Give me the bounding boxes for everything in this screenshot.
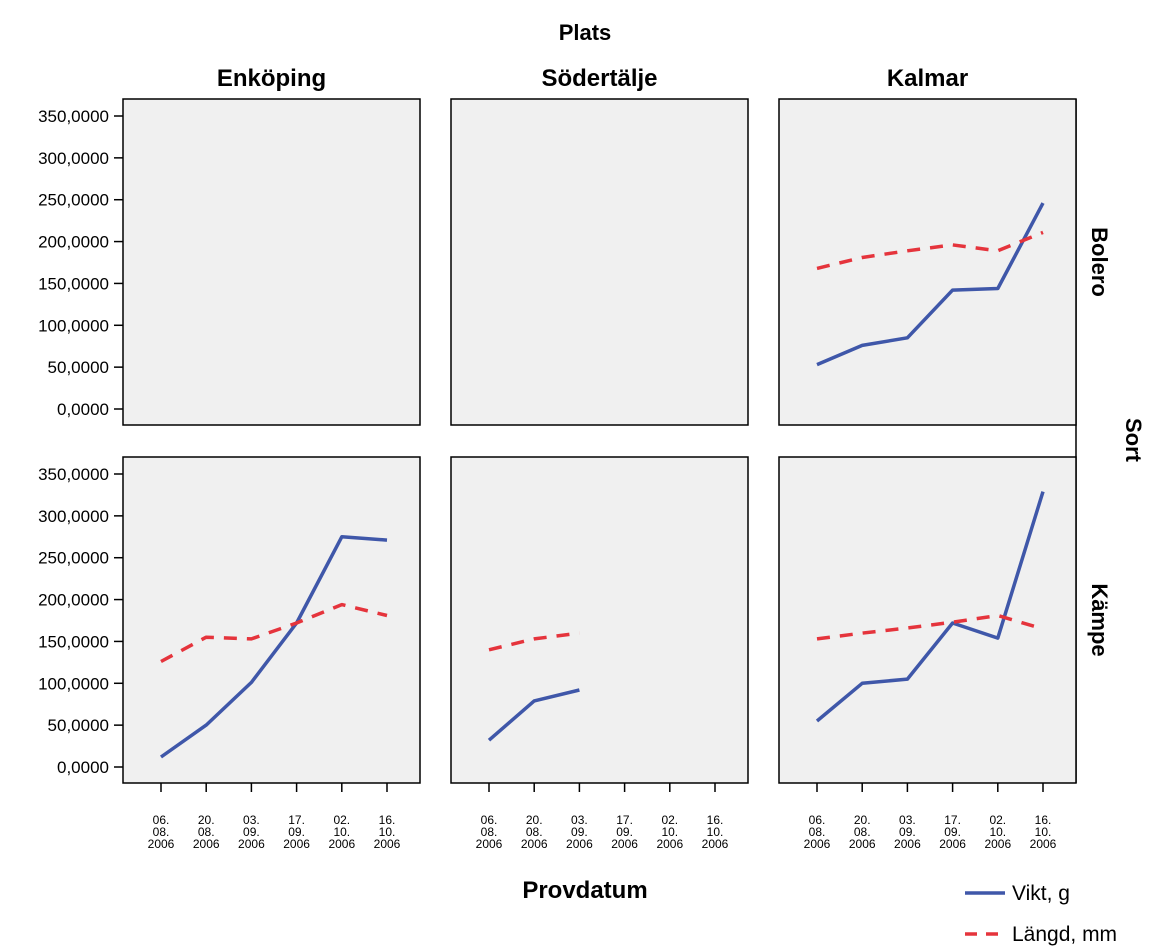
series-line-langd-kampe-enkoping [160,602,388,664]
column-header-enkoping: Enköping [217,65,326,92]
x-tick-label: 17. [288,813,305,827]
x-tick-label: 02. [333,813,350,827]
y-tick-label: 0,0000 [57,758,109,777]
facet-row-title: Sort [1121,418,1146,463]
x-tick-label: 2006 [804,837,831,851]
series-line-langd-bolero-kalmar [816,230,1044,271]
x-tick-label: 09. [899,825,916,839]
legend-label-langd: Längd, mm [1012,923,1117,946]
y-tick-label: 250,0000 [38,549,109,568]
column-header-sodertalje: Södertälje [541,65,657,92]
legend-label-vikt: Vikt, g [1012,882,1070,905]
x-tick-label: 20. [526,813,543,827]
x-tick-label: 2006 [193,837,220,851]
panel-bolero-sodertalje [450,98,749,426]
legend: Vikt, g Längd, mm [965,882,1117,946]
x-tick-label: 06. [481,813,498,827]
x-tick-label: 08. [526,825,543,839]
panel-bolero-kalmar [778,98,1077,426]
y-tick-label: 100,0000 [38,674,109,693]
x-tick-label: 17. [616,813,633,827]
y-tick-label: 50,0000 [48,716,109,735]
x-tick-label: 02. [989,813,1006,827]
x-tick-label: 03. [243,813,260,827]
panel-kampe-enkoping [122,456,421,784]
series-line-vikt-kampe-sodertalje [487,688,580,742]
x-tick-label: 08. [481,825,498,839]
row-header-kampe: Kämpe [1087,583,1112,656]
y-tick-label: 100,0000 [38,316,109,335]
y-tick-label: 250,0000 [38,191,109,210]
x-tick-label: 2006 [238,837,265,851]
y-tick-label: 350,0000 [38,107,109,126]
x-tick-label: 2006 [566,837,593,851]
x-tick-label: 2006 [374,837,401,851]
y-tick-label: 300,0000 [38,507,109,526]
y-tick-label: 200,0000 [38,233,109,252]
x-tick-label: 03. [899,813,916,827]
panel-grid: Enköping Södertälje Kalmar Bolero Kämpe 0,000… [38,65,1112,851]
x-tick-label: 16. [1035,813,1052,827]
x-tick-label: 16. [379,813,396,827]
x-tick-label: 08. [198,825,215,839]
x-tick-label: 02. [661,813,678,827]
x-tick-label: 2006 [1030,837,1057,851]
x-tick-label: 06. [153,813,170,827]
x-tick-label: 10. [379,825,396,839]
y-tick-label: 50,0000 [48,358,109,377]
x-tick-label: 2006 [148,837,175,851]
x-tick-label: 09. [243,825,260,839]
x-tick-label: 2006 [611,837,638,851]
x-tick-label: 2006 [849,837,876,851]
x-tick-label: 16. [707,813,724,827]
y-tick-label: 150,0000 [38,274,109,293]
x-tick-label: 20. [198,813,215,827]
x-tick-label: 2006 [702,837,729,851]
x-tick-label: 17. [944,813,961,827]
x-tick-label: 03. [571,813,588,827]
x-tick-label: 08. [854,825,871,839]
x-tick-label: 09. [944,825,961,839]
row-header-bolero: Bolero [1087,227,1112,297]
x-tick-label: 06. [809,813,826,827]
x-tick-label: 2006 [328,837,355,851]
column-header-kalmar: Kalmar [887,65,968,92]
panel-kampe-kalmar [778,456,1077,784]
x-tick-label: 10. [989,825,1006,839]
panel-bolero-enkoping [122,98,421,426]
x-tick-label: 08. [153,825,170,839]
y-tick-label: 300,0000 [38,149,109,168]
x-tick-label: 10. [661,825,678,839]
x-tick-label: 09. [288,825,305,839]
y-tick-label: 150,0000 [38,632,109,651]
y-tick-label: 200,0000 [38,591,109,610]
x-tick-label: 2006 [656,837,683,851]
series-line-vikt-kampe-enkoping [159,535,388,759]
x-tick-label: 10. [707,825,724,839]
x-tick-label: 2006 [894,837,921,851]
y-tick-label: 350,0000 [38,465,109,484]
x-tick-label: 2006 [984,837,1011,851]
x-tick-label: 2006 [521,837,548,851]
x-tick-label: 08. [809,825,826,839]
x-tick-label: 10. [333,825,350,839]
x-tick-label: 2006 [283,837,310,851]
y-tick-label: 0,0000 [57,400,109,419]
x-tick-label: 09. [571,825,588,839]
x-tick-label: 2006 [476,837,503,851]
series-line-vikt-kampe-kalmar [815,491,1045,723]
x-axis-title: Provdatum [522,877,647,904]
series-line-vikt-bolero-kalmar [816,202,1045,367]
series-line-langd-kampe-kalmar [816,613,1044,641]
x-tick-label: 09. [616,825,633,839]
x-tick-label: 20. [854,813,871,827]
x-tick-label: 2006 [939,837,966,851]
x-tick-label: 10. [1035,825,1052,839]
facet-column-title: Plats [559,20,612,45]
series-line-langd-kampe-sodertalje [488,631,580,652]
